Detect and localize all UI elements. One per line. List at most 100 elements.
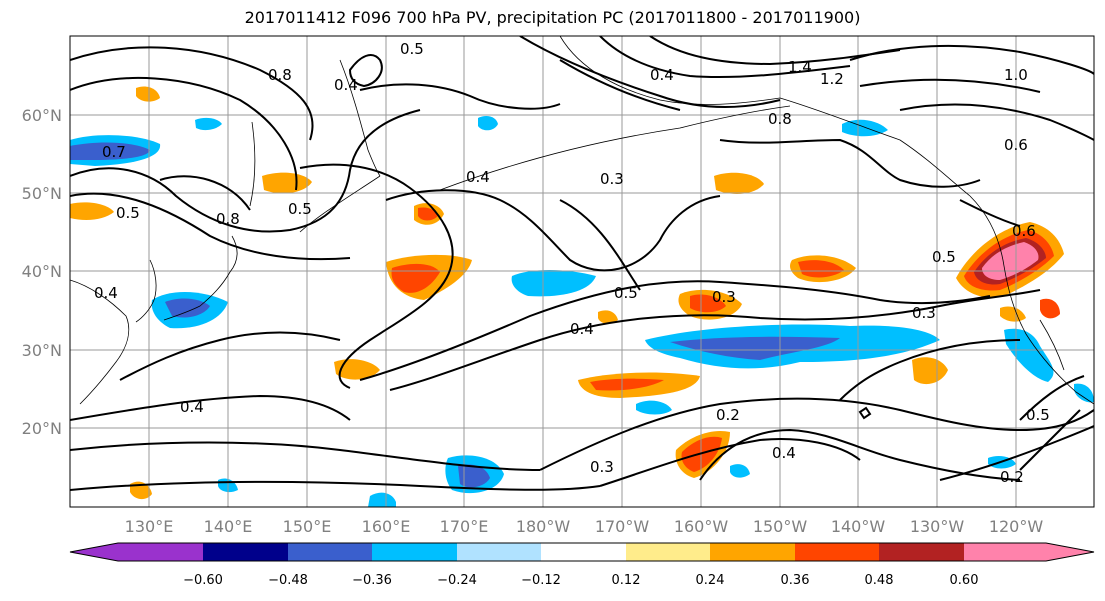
- lat-label: 20°N: [22, 419, 62, 438]
- colorbar-tick-label: 0.36: [781, 573, 810, 588]
- neg-area-alaska: [478, 116, 498, 131]
- pos-area-baja: [1040, 298, 1060, 319]
- contour-label: 0.4: [180, 398, 204, 416]
- lat-label: 50°N: [22, 184, 62, 203]
- neg-core-japan: [165, 298, 210, 318]
- colorbar-ticks: −0.60 −0.48 −0.36 −0.24 −0.12 0.12 0.24 …: [183, 573, 978, 588]
- colorbar-bin: [118, 543, 203, 561]
- colorbar-bin: [710, 543, 795, 561]
- pos-area-kam: [136, 86, 160, 102]
- contour-labels: 0.8 0.4 0.5 1.4 1.2 1.0 0.7 0.4 0.3 0.8 …: [94, 40, 1050, 486]
- map-frame: [69, 35, 1095, 508]
- lon-label: 180°W: [516, 517, 571, 536]
- colorbar-bin: [457, 543, 541, 561]
- colorbar-tick-label: −0.60: [183, 573, 223, 588]
- contour-label: 0.2: [1000, 468, 1024, 486]
- lon-label: 140°W: [831, 517, 886, 536]
- contour-label: 0.4: [772, 444, 796, 462]
- pos-area-sc1: [598, 310, 618, 324]
- lat-label: 60°N: [22, 106, 62, 125]
- lat-label: 30°N: [22, 341, 62, 360]
- lon-label: 130°W: [910, 517, 965, 536]
- coast-china: [70, 279, 130, 405]
- pos-area-ne: [70, 202, 114, 220]
- contour-label: 0.8: [268, 66, 292, 84]
- coast-baja: [1039, 319, 1065, 371]
- contour-label: 0.4: [466, 168, 490, 186]
- colorbar-extend-max: [1046, 543, 1094, 561]
- pos-area-155w: [714, 172, 764, 194]
- neg-core-nw: [70, 142, 150, 160]
- neg-area-180: [511, 270, 596, 297]
- contour-label: 0.5: [932, 248, 956, 266]
- contour-label: 0.5: [116, 204, 140, 222]
- lon-label: 120°W: [989, 517, 1044, 536]
- neg-area-sw: [1074, 383, 1094, 403]
- colorbar-bin: [288, 543, 372, 561]
- neg-core-band: [670, 336, 840, 360]
- lon-labels: 130°E 140°E 150°E 160°E 170°E 180°W 170°…: [125, 517, 1044, 536]
- neg-area-sc4: [368, 492, 396, 507]
- coast-aleutians: [439, 105, 791, 191]
- colorbar-tick-label: 0.48: [865, 573, 894, 588]
- lon-label: 160°W: [674, 517, 729, 536]
- contour-label: 0.3: [712, 288, 736, 306]
- gridlines: [70, 36, 1094, 507]
- colorbar-tick-label: 0.24: [696, 573, 725, 588]
- colorbar-tick-label: −0.48: [268, 573, 308, 588]
- colorbar-bin: [372, 543, 457, 561]
- pos-core-165e: [418, 207, 438, 221]
- coast-sakhalin: [249, 121, 256, 207]
- contour-label: 1.0: [1004, 66, 1028, 84]
- lon-label: 150°E: [283, 517, 332, 536]
- lon-label: 170°W: [595, 517, 650, 536]
- lat-label: 40°N: [22, 262, 62, 281]
- contour-label: 0.4: [334, 76, 358, 94]
- contour-label: 0.8: [216, 210, 240, 228]
- contour-label: 0.8: [768, 110, 792, 128]
- pv-contours: [70, 36, 1094, 491]
- contour-label: 0.5: [400, 40, 424, 58]
- colorbar-bin: [541, 543, 626, 561]
- pos-area-sw: [912, 357, 948, 385]
- lon-label: 140°E: [204, 517, 253, 536]
- neg-core-south: [458, 464, 490, 488]
- neg-area-160e: [195, 117, 222, 131]
- colorbar-bin: [626, 543, 710, 561]
- contour-label: 0.6: [1004, 136, 1028, 154]
- colorbar-tick-label: −0.24: [437, 573, 477, 588]
- colorbar-tick-label: −0.36: [352, 573, 392, 588]
- contour-label: 0.6: [1012, 222, 1036, 240]
- pos-area-160e: [262, 172, 312, 194]
- coast-alaska: [559, 36, 971, 197]
- lon-label: 130°E: [125, 517, 174, 536]
- coastlines: [70, 36, 1094, 405]
- pos-core-25n: [590, 378, 664, 391]
- precip-shading: [70, 86, 1094, 507]
- contour-label: 0.5: [614, 284, 638, 302]
- pos-core-165w: [690, 294, 726, 313]
- neg-area-sc1: [636, 400, 672, 415]
- contour-label: 0.3: [590, 458, 614, 476]
- coast-korea: [135, 259, 157, 323]
- colorbar-bin: [879, 543, 964, 561]
- contour-label: 0.5: [1026, 406, 1050, 424]
- pos-core-20n: [681, 436, 722, 472]
- neg-area-sc2: [730, 464, 750, 478]
- lat-labels: 60°N 50°N 40°N 30°N 20°N: [22, 106, 62, 438]
- contour-label: 0.3: [912, 304, 936, 322]
- coast-japan: [163, 235, 238, 321]
- contour-label: 0.4: [650, 66, 674, 84]
- colorbar-extend-min: [70, 543, 118, 561]
- contour-label: 1.2: [820, 70, 844, 88]
- coast-kamchatka: [339, 59, 381, 177]
- pos-area-30n: [334, 359, 380, 380]
- colorbar-tick-label: 0.60: [950, 573, 979, 588]
- contour-label: 0.3: [600, 170, 624, 188]
- lon-label: 150°W: [753, 517, 808, 536]
- colorbar-bin: [203, 543, 288, 561]
- neg-area-nepac: [842, 119, 888, 137]
- neg-area-coast: [1004, 328, 1054, 382]
- contour-label: 0.5: [288, 200, 312, 218]
